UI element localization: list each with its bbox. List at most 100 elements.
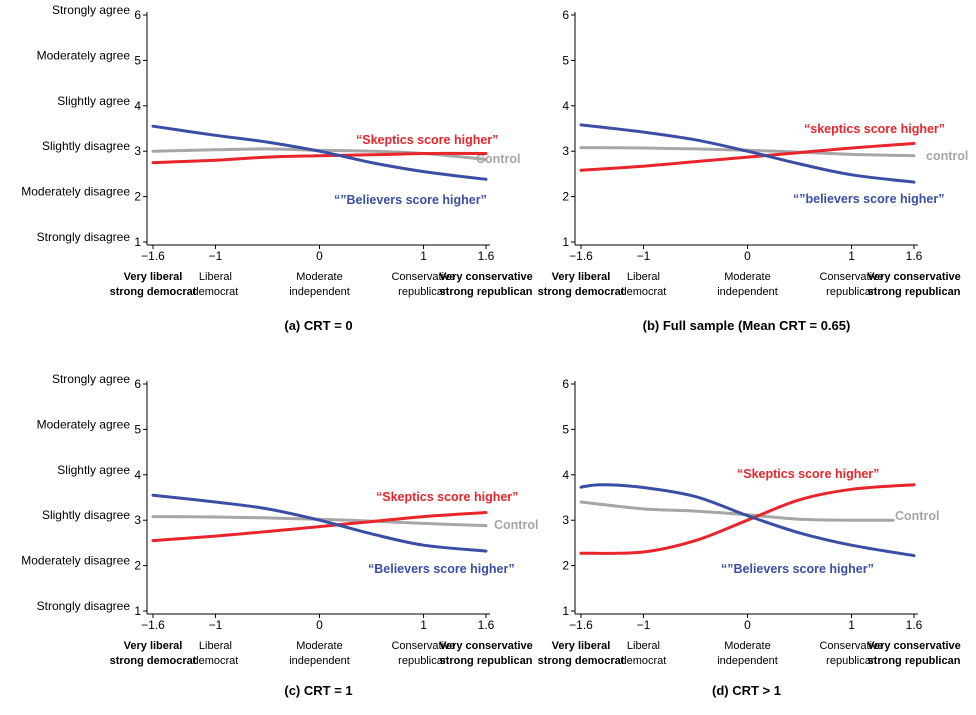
x-category-label: Very liberal: [552, 640, 611, 652]
series-label-believers: “”believers score higher”: [793, 192, 944, 206]
x-tick-label: 0: [744, 618, 751, 632]
series-line-believers: [579, 483, 916, 558]
x-category-label: Liberal: [627, 271, 660, 283]
y-tick-label: 6: [562, 377, 569, 391]
x-category-label: Very liberal: [124, 640, 183, 652]
y-tick-label: 4: [562, 468, 569, 482]
y-category-label: Strongly agree: [52, 3, 130, 17]
y-category-label: Strongly disagree: [37, 599, 131, 613]
x-category-label: democrat: [193, 286, 239, 298]
series-line-skeptics: [151, 511, 488, 543]
x-category-label: Moderate: [724, 271, 770, 283]
series-label-skeptics: “Skeptics score higher”: [376, 490, 518, 504]
y-tick-label: 5: [134, 422, 141, 436]
y-category-label: Slightly disagree: [42, 508, 130, 522]
series-label-skeptics: “Skeptics score higher”: [737, 467, 879, 481]
x-tick-label: −1.6: [141, 249, 165, 263]
y-tick-label: 1: [134, 235, 141, 249]
x-category-label: Liberal: [627, 640, 660, 652]
y-tick-label: 3: [134, 144, 141, 158]
panel-caption: (d) CRT > 1: [712, 683, 781, 698]
series-label-control: Control: [494, 518, 538, 532]
x-category-label: Very liberal: [552, 271, 611, 283]
series-label-skeptics: “skeptics score higher”: [804, 122, 945, 136]
x-category-label: Conservative: [819, 271, 883, 283]
x-category-label: strong republican: [440, 655, 533, 667]
y-tick-label: 5: [562, 422, 569, 436]
series-label-believers: “Believers score higher”: [368, 562, 515, 576]
chart-panel-4: 1 2 3 4 5 6 −1.6 −1 0 1 1.6 Very liberal strong demo…: [538, 377, 961, 698]
x-tick-label: 1: [848, 249, 855, 263]
series-line-skeptics: [579, 483, 916, 555]
series-line-believers: [579, 123, 916, 184]
x-category-label: Moderate: [296, 640, 342, 652]
x-tick-label: 1.6: [478, 249, 495, 263]
x-category-label: republican: [826, 655, 877, 667]
series-line-believers: [151, 493, 488, 553]
x-category-label: republican: [398, 286, 449, 298]
series-label-believers: “”Believers score higher”: [334, 193, 487, 207]
y-tick-label: 6: [134, 8, 141, 22]
x-category-label: republican: [398, 655, 449, 667]
x-tick-label: 1: [420, 249, 427, 263]
y-tick-label: 3: [562, 513, 569, 527]
y-tick-label: 1: [134, 604, 141, 618]
x-category-label: strong democrat: [110, 286, 197, 298]
series-line-believers: [151, 124, 488, 181]
x-category-label: democrat: [193, 655, 239, 667]
series-line-skeptics: [579, 142, 916, 172]
series-label-control: control: [926, 149, 968, 163]
y-tick-label: 4: [134, 468, 141, 482]
x-category-label: independent: [289, 286, 350, 298]
x-tick-label: −1.6: [569, 249, 593, 263]
y-category-label: Slightly agree: [57, 463, 130, 477]
x-tick-label: 1.6: [478, 618, 495, 632]
y-category-label: Moderately agree: [37, 48, 131, 62]
x-category-label: strong democrat: [538, 286, 625, 298]
x-tick-label: −1: [209, 618, 223, 632]
x-category-label: independent: [717, 655, 778, 667]
x-category-label: Very conservative: [867, 640, 961, 652]
y-tick-label: 4: [134, 99, 141, 113]
x-category-label: strong republican: [440, 286, 533, 298]
y-category-label: Slightly agree: [57, 94, 130, 108]
x-tick-label: 0: [744, 249, 751, 263]
x-tick-label: −1: [637, 249, 651, 263]
x-category-label: Moderate: [296, 271, 342, 283]
x-tick-label: 0: [316, 249, 323, 263]
x-tick-label: 1.6: [906, 249, 923, 263]
x-tick-label: 1: [848, 618, 855, 632]
x-tick-label: 1.6: [906, 618, 923, 632]
y-tick-label: 1: [562, 604, 569, 618]
y-category-label: Moderately agree: [37, 417, 131, 431]
x-category-label: Very conservative: [867, 271, 961, 283]
y-tick-label: 4: [562, 99, 569, 113]
x-category-label: democrat: [621, 655, 667, 667]
x-tick-label: −1: [209, 249, 223, 263]
x-tick-label: −1: [637, 618, 651, 632]
x-tick-label: −1.6: [569, 618, 593, 632]
y-tick-label: 5: [134, 53, 141, 67]
x-tick-label: −1.6: [141, 618, 165, 632]
y-tick-label: 1: [562, 235, 569, 249]
y-tick-label: 3: [134, 513, 141, 527]
panel-caption: (b) Full sample (Mean CRT = 0.65): [643, 318, 851, 333]
y-tick-label: 2: [134, 559, 141, 573]
panel-caption: (a) CRT = 0: [284, 318, 352, 333]
x-category-label: Liberal: [199, 640, 232, 652]
y-category-label: Strongly agree: [52, 372, 130, 386]
series-label-believers: “”Believers score higher”: [721, 562, 874, 576]
x-category-label: Conservative: [391, 271, 455, 283]
chart-panel-2: 1 2 3 4 5 6 −1.6 −1 0 1 1.6 Very liberal strong demo…: [538, 8, 969, 333]
series-label-control: Control: [476, 152, 520, 166]
x-category-label: Conservative: [819, 640, 883, 652]
x-category-label: Very conservative: [439, 640, 533, 652]
series-label-skeptics: “Skeptics score higher”: [356, 133, 498, 147]
panel-caption: (c) CRT = 1: [284, 683, 352, 698]
x-category-label: Moderate: [724, 640, 770, 652]
x-category-label: Conservative: [391, 640, 455, 652]
x-category-label: republican: [826, 286, 877, 298]
x-category-label: independent: [289, 655, 350, 667]
series-line-skeptics: [151, 151, 488, 165]
